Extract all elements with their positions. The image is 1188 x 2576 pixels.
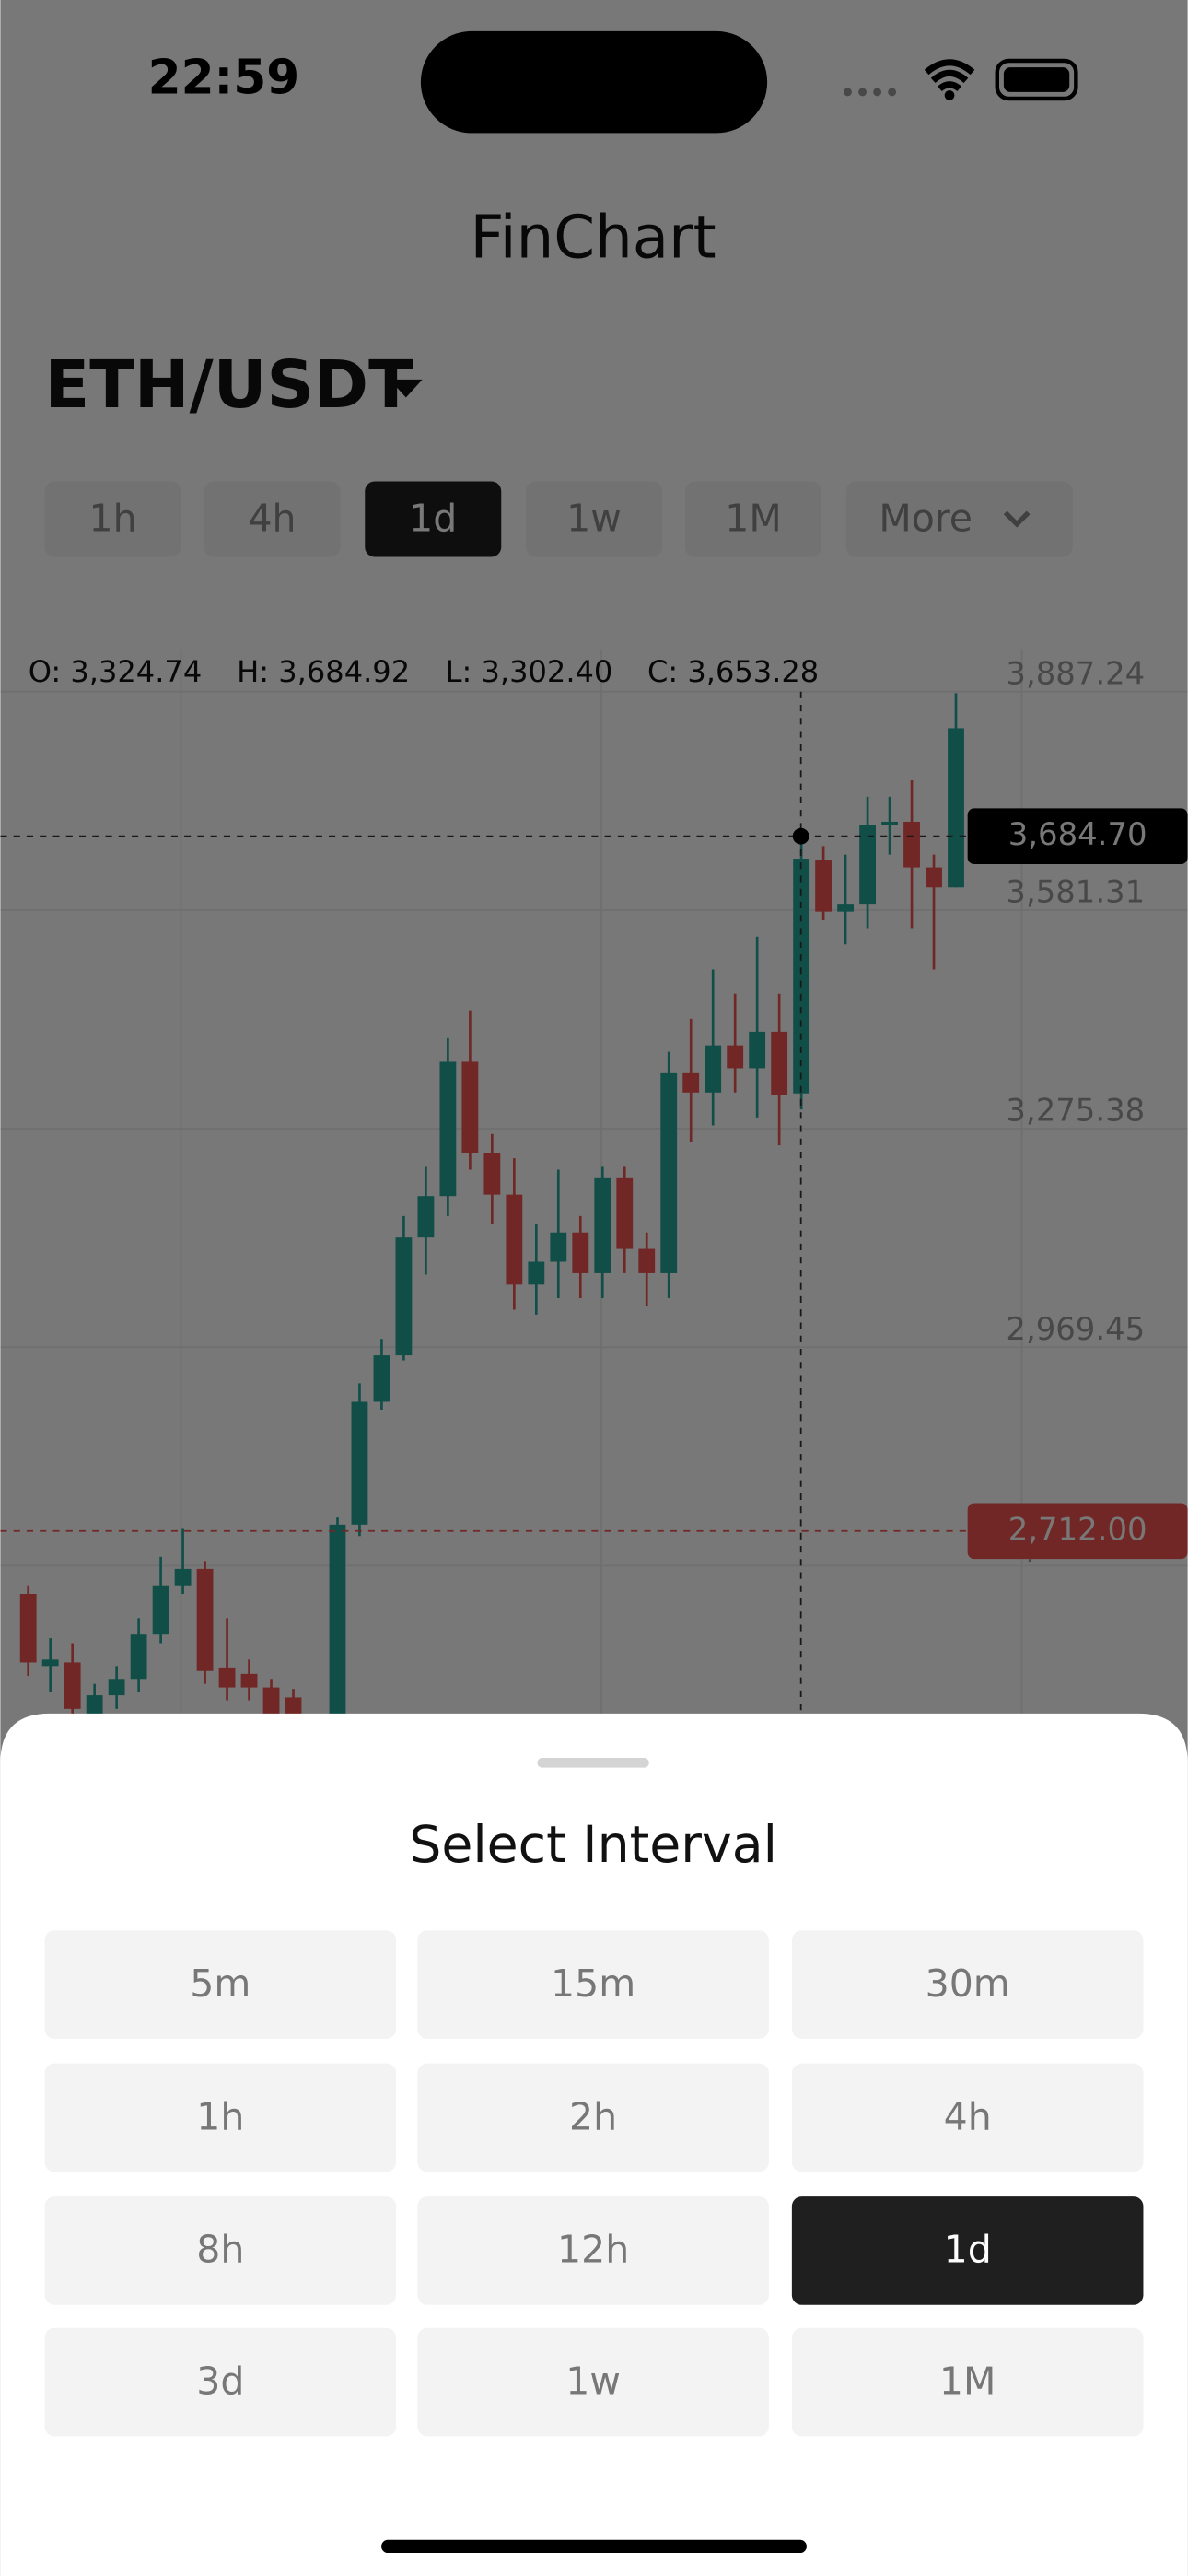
interval-option[interactable] [417, 2327, 769, 2437]
interval-option-label[interactable]: 12h [557, 2228, 629, 2272]
interval-option-label[interactable]: 1h [196, 2094, 244, 2138]
interval-option-label[interactable]: 15m [551, 1961, 635, 2006]
interval-option-label[interactable]: 3d [196, 2359, 244, 2403]
interval-option[interactable] [44, 2063, 397, 2172]
interval-option-label[interactable]: 8h [196, 2228, 244, 2272]
sheet-title: Select Interval [409, 1816, 777, 1875]
home-indicator [381, 2539, 807, 2554]
interval-option[interactable] [791, 2196, 1144, 2305]
interval-option[interactable] [44, 2196, 397, 2305]
interval-option[interactable] [791, 1930, 1144, 2039]
interval-option[interactable] [44, 2327, 397, 2437]
interval-option-label[interactable]: 4h [944, 2094, 992, 2138]
interval-option[interactable] [44, 1930, 397, 2039]
interval-option-label[interactable]: 1M [939, 2359, 996, 2403]
interval-option-label[interactable]: 30m [926, 1961, 1010, 2006]
interval-option[interactable] [417, 2196, 769, 2305]
interval-option[interactable] [417, 1930, 769, 2039]
interval-option-label[interactable]: 1w [565, 2359, 621, 2403]
interval-option[interactable] [791, 2063, 1144, 2172]
interval-option-label[interactable]: 1d [944, 2228, 992, 2272]
sheet-handle[interactable] [537, 1757, 649, 1768]
interval-option[interactable] [791, 2327, 1144, 2437]
interval-option-label[interactable]: 2h [569, 2094, 617, 2138]
bottom-sheet: Select Interval 5m 15m 30m 1h 2h 4h 8h 12h 1d 3d 1… [0, 1713, 1188, 2576]
interval-option-label[interactable]: 5m [190, 1961, 250, 2006]
interval-option[interactable] [417, 2063, 769, 2172]
